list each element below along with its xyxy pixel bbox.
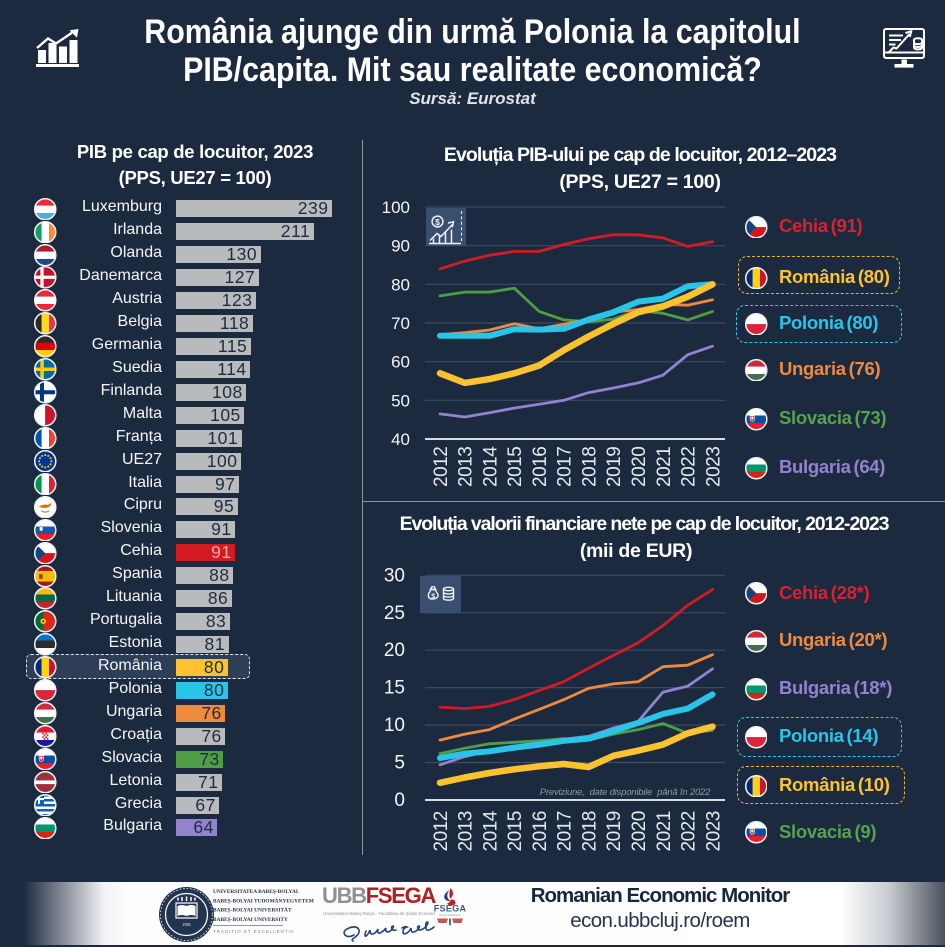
svg-text:2016: 2016 (530, 811, 551, 851)
svg-text:30: 30 (384, 565, 405, 586)
svg-text:90: 90 (391, 237, 410, 256)
svg-text:CLUJ-NAPOCA: CLUJ-NAPOCA (439, 913, 460, 917)
svg-text:2023: 2023 (703, 811, 724, 851)
svg-text:2012: 2012 (431, 811, 452, 851)
svg-text:2015: 2015 (505, 811, 526, 851)
svg-text:2012: 2012 (431, 447, 452, 487)
svg-text:UNIVERSITATEA BABEȘ-BOLYAI: UNIVERSITATEA BABEȘ-BOLYAI (213, 889, 298, 895)
svg-text:$: $ (435, 217, 440, 227)
svg-text:0: 0 (394, 790, 405, 811)
svg-text:2021: 2021 (654, 447, 675, 487)
svg-text:2015: 2015 (505, 447, 526, 487)
svg-text:25: 25 (384, 603, 405, 624)
svg-text:2017: 2017 (555, 447, 576, 487)
svg-text:FSEGA: FSEGA (434, 904, 467, 914)
svg-text:2019: 2019 (604, 811, 625, 851)
svg-text:2016: 2016 (530, 447, 551, 487)
svg-text:2022: 2022 (679, 811, 700, 851)
svg-text:BABEȘ-BOLYAI UNIVERSITY: BABEȘ-BOLYAI UNIVERSITY (213, 917, 288, 923)
svg-text:2014: 2014 (480, 446, 501, 487)
svg-text:2018: 2018 (579, 447, 600, 487)
svg-text:2023: 2023 (703, 447, 724, 487)
svg-text:2014: 2014 (480, 810, 501, 851)
svg-text:80: 80 (391, 275, 410, 294)
svg-text:5: 5 (394, 753, 405, 774)
svg-text:2017: 2017 (555, 811, 576, 851)
svg-text:2022: 2022 (679, 447, 700, 487)
svg-text:70: 70 (391, 314, 410, 333)
svg-text:$: $ (431, 594, 435, 601)
svg-text:2020: 2020 (629, 811, 650, 851)
svg-text:40: 40 (391, 430, 410, 449)
svg-text:20: 20 (384, 640, 405, 661)
svg-text:1581: 1581 (182, 922, 191, 927)
svg-text:2020: 2020 (629, 447, 650, 487)
svg-text:BABEȘ-BOLYAI TUDOMÁNYEGYETEM: BABEȘ-BOLYAI TUDOMÁNYEGYETEM (213, 896, 314, 904)
svg-text:2019: 2019 (604, 447, 625, 487)
svg-text:15: 15 (384, 678, 405, 699)
svg-text:60: 60 (391, 353, 410, 372)
svg-text:2021: 2021 (654, 811, 675, 851)
svg-text:TRADITIO ET EXCELLENTIA: TRADITIO ET EXCELLENTIA (213, 929, 295, 934)
svg-text:Universitatea Babeş-Bolyai · F: Universitatea Babeş-Bolyai · Facultatea … (323, 911, 435, 916)
svg-text:BABEȘ-BOLYAI UNIVERSITÄT: BABEȘ-BOLYAI UNIVERSITÄT (213, 907, 292, 914)
svg-text:10: 10 (384, 715, 405, 736)
svg-text:100: 100 (382, 198, 410, 217)
svg-text:2013: 2013 (456, 811, 477, 851)
svg-text:50: 50 (391, 391, 410, 410)
svg-text:2013: 2013 (456, 447, 477, 487)
svg-text:2018: 2018 (579, 811, 600, 851)
